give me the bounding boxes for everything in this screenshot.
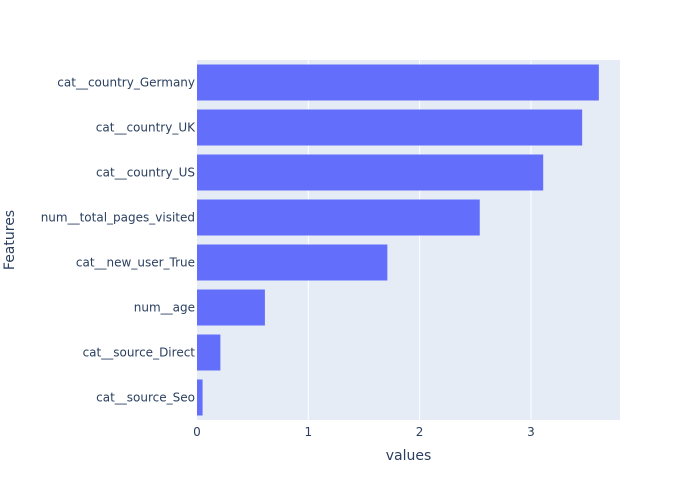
bar-num__age[interactable] <box>197 289 265 326</box>
bar-cat__country_UK[interactable] <box>197 109 583 146</box>
bars <box>197 64 599 416</box>
y-tick-label-cat__country_US: cat__country_US <box>96 166 195 180</box>
x-tick-label-2: 2 <box>416 425 424 439</box>
y-axis-title: Features <box>2 210 18 270</box>
y-tick-label-num__age: num__age <box>134 301 195 315</box>
y-tick-labels: cat__source_Seo cat__source_Direct num__ag… <box>41 76 196 405</box>
y-tick-label-num__total_pages_visited: num__total_pages_visited <box>41 211 195 225</box>
y-tick-label-cat__country_Germany: cat__country_Germany <box>57 76 195 90</box>
bar-cat__source_Direct[interactable] <box>197 334 221 371</box>
y-tick-label-cat__new_user_True: cat__new_user_True <box>76 256 195 270</box>
y-tick-label-cat__source_Direct: cat__source_Direct <box>83 346 196 360</box>
bar-num__total_pages_visited[interactable] <box>197 199 480 236</box>
bar-cat__country_Germany[interactable] <box>197 64 599 101</box>
y-tick-label-cat__country_UK: cat__country_UK <box>96 121 196 135</box>
bar-cat__country_US[interactable] <box>197 154 544 191</box>
x-axis-title: values <box>386 448 432 464</box>
bar-cat__source_Seo[interactable] <box>197 379 203 416</box>
x-tick-labels: 0 1 2 3 <box>193 425 535 439</box>
x-tick-label-3: 3 <box>527 425 535 439</box>
x-tick-label-0: 0 <box>193 425 201 439</box>
y-tick-label-cat__source_Seo: cat__source_Seo <box>96 391 195 405</box>
x-tick-label-1: 1 <box>304 425 312 439</box>
bar-cat__new_user_True[interactable] <box>197 244 388 281</box>
